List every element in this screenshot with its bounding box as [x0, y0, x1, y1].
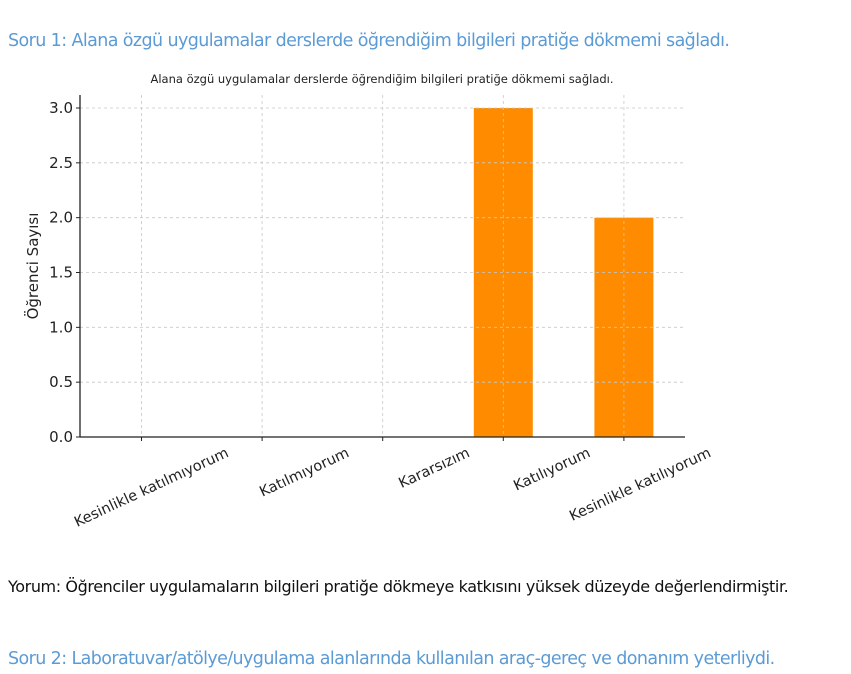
- y-tick-label: 2.0: [49, 209, 73, 227]
- question-2-heading: Soru 2: Laboratuvar/atölye/uygulama alan…: [8, 649, 775, 669]
- y-tick-label: 3.0: [49, 99, 73, 117]
- x-axis-ticks: Kesinlikle katılmıyorum Katılmıyorum Karar…: [72, 437, 714, 531]
- y-tick-label: 2.5: [49, 154, 73, 172]
- y-axis-label: Öğrenci Sayısı: [23, 213, 42, 320]
- y-tick-label: 0.0: [49, 428, 73, 446]
- x-tick-label: Kesinlikle katılmıyorum: [72, 445, 231, 531]
- x-tick-label: Kararsızım: [396, 445, 472, 492]
- bar-chart: Alana özgü uygulamalar derslerde öğrendi…: [23, 72, 714, 531]
- comment-text: Yorum: Öğrenciler uygulamaların bilgiler…: [8, 577, 789, 596]
- y-tick-label: 0.5: [49, 373, 73, 391]
- y-tick-label: 1.0: [49, 318, 73, 336]
- x-tick-label: Katılıyorum: [511, 445, 593, 494]
- chart-title: Alana özgü uygulamalar derslerde öğrendi…: [150, 72, 613, 86]
- y-axis-ticks: 0.0 0.5 1.0 1.5 2.0 2.5 3.0: [49, 99, 80, 446]
- y-tick-label: 1.5: [49, 264, 73, 282]
- x-tick-label: Katılmıyorum: [257, 445, 351, 500]
- question-1-heading: Soru 1: Alana özgü uygulamalar derslerde…: [8, 31, 730, 51]
